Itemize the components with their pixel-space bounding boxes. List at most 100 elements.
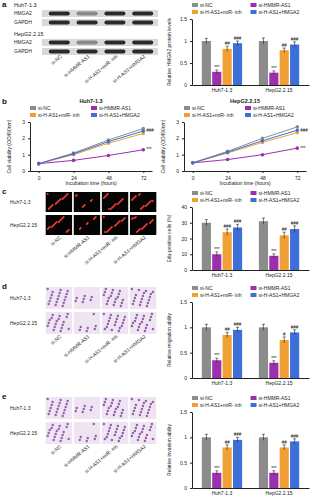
- cell-dot: [63, 216, 65, 218]
- blot-band: [49, 41, 70, 45]
- micrograph: [46, 215, 72, 235]
- panel-label: a: [2, 0, 7, 9]
- series-marker: [142, 129, 146, 133]
- cell-dot: [143, 205, 145, 207]
- y-axis-tick-label: 0: [184, 82, 187, 88]
- cell-dot: [58, 221, 60, 223]
- legend-item: si-H-AS1+HMGA2: [91, 112, 140, 118]
- row-label: HepG2.2.15: [10, 320, 37, 326]
- cell-dot: [118, 440, 120, 442]
- cell-dot: [116, 223, 118, 225]
- blot-strip: [42, 10, 158, 17]
- legend-item: si-HMMR-AS1: [91, 105, 131, 111]
- legend-item: si-HMMR-AS1: [251, 190, 291, 196]
- cell-dot: [91, 406, 93, 408]
- cell-dot: [103, 197, 105, 199]
- cell-dot: [131, 218, 133, 220]
- legend-swatch: [192, 3, 198, 7]
- cell-dot: [60, 437, 62, 439]
- cell-dot: [50, 317, 52, 319]
- x-axis-tick-label: Huh7-1.3: [212, 272, 233, 278]
- legend-item: si-HMMR-AS1: [245, 105, 285, 111]
- y-axis-tick-mark: [190, 412, 192, 413]
- significance-label: ***: [271, 249, 277, 254]
- cell-dot: [95, 435, 97, 437]
- cell-dot: [54, 304, 56, 306]
- bar: [233, 43, 242, 85]
- legend-swatch: [192, 286, 198, 290]
- cell-dot: [117, 296, 119, 298]
- y-axis-tick: 0.5: [180, 350, 192, 356]
- cell-dot: [59, 199, 61, 201]
- micrograph: [74, 422, 100, 444]
- y-axis-tick: 2: [22, 135, 30, 141]
- cell-dot: [146, 415, 148, 417]
- cell-dot: [141, 431, 143, 433]
- cell-dot: [109, 427, 111, 429]
- cell-dot: [152, 219, 154, 221]
- legend-label: si-H-AS1+HMGA2: [259, 9, 300, 15]
- cell-dot: [121, 412, 123, 414]
- micrograph: [130, 422, 156, 444]
- cell-dot: [80, 227, 82, 229]
- legend-label: si-NC: [200, 190, 213, 196]
- legend-item: si-NC: [192, 395, 213, 401]
- cell-dot: [105, 195, 107, 197]
- line-chart: HepG2.2.15si-NCsi-HMMR-AS1si-H-AS1+miR- …: [160, 98, 308, 186]
- micrograph: [74, 312, 100, 334]
- cell-dot: [135, 404, 137, 406]
- series-marker: [72, 152, 76, 156]
- significance-label: ##: [225, 440, 231, 445]
- error-bar: [237, 437, 238, 442]
- x-axis-tick-mark: [143, 171, 144, 173]
- blot-band: [104, 21, 125, 25]
- y-axis-tick-mark: [190, 223, 192, 224]
- significance-label: ###: [291, 325, 299, 330]
- micrograph: [102, 215, 128, 235]
- cell-dot: [137, 439, 139, 441]
- cell-dot: [136, 231, 138, 233]
- cell-dot: [134, 217, 136, 219]
- cell-dot: [114, 324, 116, 326]
- cell-dot: [51, 401, 53, 403]
- series-marker: [107, 140, 111, 144]
- plot-marks: [202, 38, 299, 85]
- cell-dot: [119, 290, 121, 292]
- cell-dot: [151, 220, 153, 222]
- cell-dot: [134, 196, 136, 198]
- y-axis-tick-label: 1.5: [180, 16, 187, 22]
- error-bar: [273, 254, 274, 258]
- cell-dot: [149, 222, 151, 224]
- y-axis-tick-mark: [190, 378, 192, 379]
- cell-dot: [93, 423, 95, 425]
- blot-band: [49, 50, 70, 54]
- cell-dot: [56, 298, 58, 300]
- cell-dot: [107, 323, 109, 325]
- cell-dot: [106, 326, 108, 328]
- error-cap: [262, 37, 265, 38]
- cell-dot: [132, 303, 134, 305]
- transwell-images: Huh7-1.3HepG2.2.15si-NCsi-HMMR-AS1si-H-A…: [10, 397, 156, 474]
- cell-dot: [103, 313, 105, 315]
- y-axis-tick-mark: [190, 302, 192, 303]
- cell-dot: [114, 204, 116, 206]
- cell-dot: [46, 325, 48, 327]
- cell-dot: [66, 423, 68, 425]
- cell-dot: [66, 194, 68, 196]
- cell-dot: [105, 398, 107, 400]
- band-label: HMGA2: [14, 10, 32, 16]
- bar: [223, 447, 232, 488]
- panel-label: d: [2, 282, 7, 291]
- legend-item: si-H-AS1+miR- inh: [192, 9, 242, 15]
- legend-item: si-H-AS1+miR- inh: [184, 112, 234, 118]
- cell-dot: [120, 200, 122, 202]
- cell-dot: [112, 206, 114, 208]
- bar: [212, 473, 221, 488]
- cell-dot: [145, 400, 147, 402]
- y-axis-tick: 1: [184, 38, 192, 44]
- y-axis: 00.511.5: [180, 299, 192, 381]
- legend-label: si-NC: [192, 105, 205, 111]
- bar: [223, 49, 232, 85]
- y-axis-tick: 0: [184, 375, 192, 381]
- error-cap: [205, 434, 208, 435]
